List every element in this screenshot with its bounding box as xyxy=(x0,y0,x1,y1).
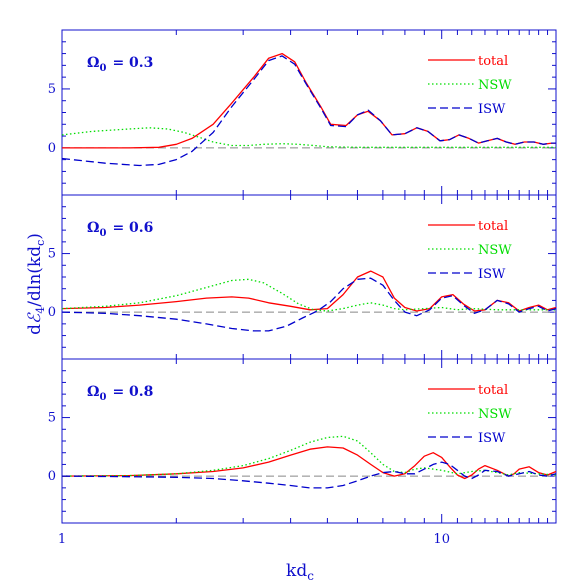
series-line-total xyxy=(61,270,557,312)
legend-label-nsw: NSW xyxy=(478,78,512,93)
series-line-isw xyxy=(61,461,557,489)
x-tick-label: 10 xyxy=(433,532,450,547)
panel-3: 0 5 Ω0 = 0.8 total NSW ISW xyxy=(48,358,557,524)
legend-label-nsw: NSW xyxy=(478,243,512,258)
legend-label-isw: ISW xyxy=(478,431,506,446)
legend-label-isw: ISW xyxy=(478,267,506,282)
y-tick-label: 5 xyxy=(48,82,56,97)
legend-label-total: total xyxy=(478,383,508,398)
series-line-nsw xyxy=(61,127,556,148)
y-tick-label: 0 xyxy=(48,141,56,156)
legend-label-nsw: NSW xyxy=(478,407,512,422)
series-line-total xyxy=(61,446,557,480)
y-tick-label: 5 xyxy=(48,247,56,262)
series-line-isw xyxy=(61,55,556,167)
panel-label: Ω0 = 0.3 xyxy=(87,55,153,74)
panel-label: Ω0 = 0.6 xyxy=(87,220,153,239)
x-tick-label: 1 xyxy=(58,532,66,547)
series-line-nsw xyxy=(61,435,557,477)
y-tick-label: 0 xyxy=(48,469,56,484)
panel-2: 0 5 Ω0 = 0.6 total NSW ISW xyxy=(48,194,557,360)
series-line-nsw xyxy=(61,278,556,312)
legend-label-total: total xyxy=(478,54,508,69)
x-axis-label: kdc xyxy=(286,561,314,583)
panel-1: 0 5 Ω0 = 0.3 total NSW ISW xyxy=(48,29,557,196)
y-tick-label: 0 xyxy=(48,305,56,320)
series-line-isw xyxy=(61,277,557,332)
legend-label-isw: ISW xyxy=(478,102,506,117)
y-axis-label: dℰ4/dln(kdc) xyxy=(25,233,47,335)
panel-label: Ω0 = 0.8 xyxy=(87,384,153,403)
legend-label-total: total xyxy=(478,219,508,234)
y-tick-label: 5 xyxy=(48,411,56,426)
